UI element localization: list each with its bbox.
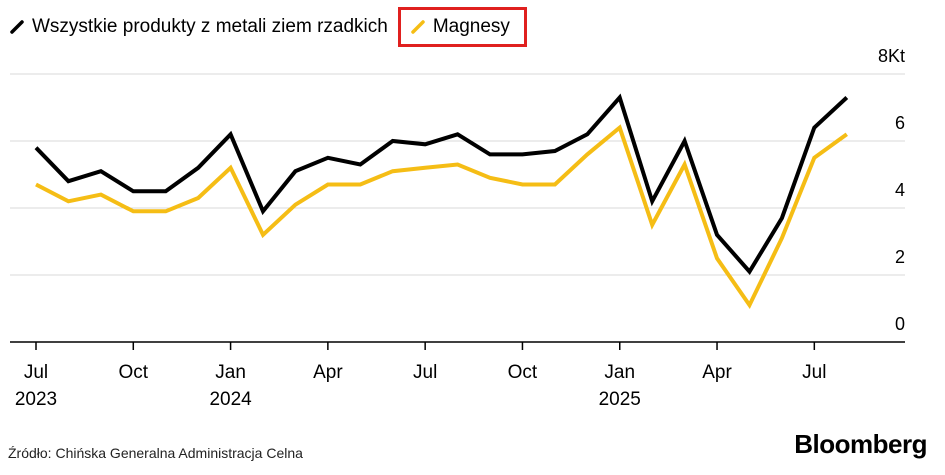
x-tick-label: Oct xyxy=(119,362,149,383)
series-line-all-products xyxy=(34,93,849,275)
yellow-line-swatch-icon xyxy=(411,20,425,34)
legend-item-magnets: Magnesy xyxy=(397,7,527,47)
y-tick-label: 0 xyxy=(895,314,905,334)
x-tick-label: Jan xyxy=(215,362,246,383)
series-line-magnets xyxy=(35,124,848,310)
y-tick-label: 2 xyxy=(895,247,905,267)
source-note: Źródło: Chińska Generalna Administracja … xyxy=(8,445,303,461)
x-tick-label: Jul xyxy=(24,362,48,383)
black-line-swatch-icon xyxy=(10,20,24,34)
legend: Wszystkie produkty z metali ziem rzadkic… xyxy=(10,4,527,50)
y-tick-label: 4 xyxy=(895,180,905,200)
legend-label-all-products: Wszystkie produkty z metali ziem rzadkic… xyxy=(32,16,388,37)
line-chart: 0 2 4 6 8Kt Jul 2023 Oct Jan 2024 Apr Jul Oct Jan 2025… xyxy=(10,46,905,410)
x-tick-label: Jan xyxy=(604,362,635,383)
x-tick-label: Oct xyxy=(508,362,538,383)
legend-item-all-products: Wszystkie produkty z metali ziem rzadkic… xyxy=(10,16,388,38)
x-tick-label: Apr xyxy=(702,362,732,383)
y-tick-label: 8Kt xyxy=(878,46,905,66)
legend-label-magnets: Magnesy xyxy=(432,16,510,37)
x-tick-year-label: 2025 xyxy=(599,389,641,410)
x-tick-year-label: 2023 xyxy=(15,389,57,410)
x-tick-label: Jul xyxy=(802,362,826,383)
x-tick-year-label: 2024 xyxy=(209,389,252,410)
x-tick-label: Jul xyxy=(413,362,437,383)
bloomberg-logo: Bloomberg xyxy=(794,429,927,459)
x-tick-label: Apr xyxy=(313,362,343,383)
y-tick-label: 6 xyxy=(895,113,905,133)
